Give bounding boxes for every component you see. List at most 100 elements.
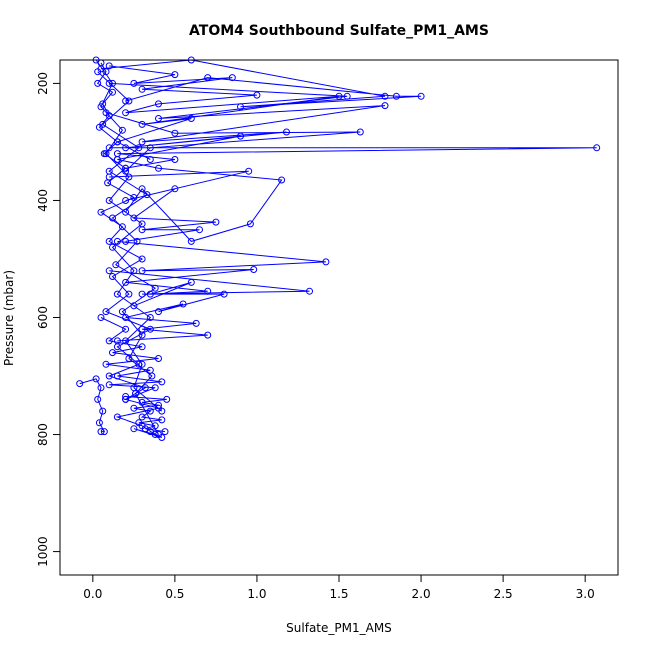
data-point xyxy=(381,92,389,100)
chart-title: ATOM4 Southbound Sulfate_PM1_AMS xyxy=(189,23,489,39)
data-point xyxy=(250,266,258,273)
data-point xyxy=(220,290,228,298)
data-point xyxy=(135,419,143,427)
data-point xyxy=(171,129,179,137)
data-point xyxy=(171,71,179,79)
data-point xyxy=(187,115,195,122)
x-tick-label: 1.0 xyxy=(247,587,266,601)
data-point xyxy=(122,325,130,333)
data-point xyxy=(306,287,313,295)
data-point xyxy=(125,355,133,362)
data-point xyxy=(138,255,146,263)
data-point xyxy=(113,413,121,421)
data-point xyxy=(105,197,113,204)
data-point xyxy=(122,393,130,400)
data-point xyxy=(102,308,110,316)
data-point xyxy=(125,97,133,105)
y-tick-label: 800 xyxy=(36,423,50,446)
data-point xyxy=(130,425,138,433)
x-axis-label: Sulfate_PM1_AMS xyxy=(286,621,392,635)
data-point xyxy=(141,425,149,433)
data-point xyxy=(135,144,143,152)
data-point xyxy=(113,337,121,345)
data-point xyxy=(146,428,154,436)
data-point xyxy=(94,395,102,403)
data-point xyxy=(95,419,103,427)
data-point xyxy=(245,167,253,175)
data-point xyxy=(138,331,146,339)
data-point xyxy=(158,407,166,415)
series-14 xyxy=(92,56,166,415)
data-point xyxy=(381,102,389,110)
series-9 xyxy=(113,237,330,310)
data-point xyxy=(146,407,154,415)
axes-layer: 0.0 0.5 1.0 1.5 2.0 2.5 3.0 200 400 600 800 1000 xyxy=(36,72,595,601)
data-point xyxy=(122,278,130,286)
data-point xyxy=(99,407,107,415)
series-line xyxy=(109,65,340,160)
data-point xyxy=(109,273,116,280)
data-point xyxy=(122,164,130,172)
data-point xyxy=(132,390,139,398)
data-point xyxy=(179,300,187,308)
data-point xyxy=(196,226,203,234)
data-point xyxy=(97,384,105,392)
data-point xyxy=(125,173,133,181)
data-point xyxy=(143,191,151,199)
data-point xyxy=(155,308,162,316)
data-point xyxy=(118,223,126,231)
data-point xyxy=(151,284,159,292)
data-point xyxy=(102,150,110,158)
series-line xyxy=(100,59,422,108)
data-point xyxy=(109,243,116,251)
data-point xyxy=(76,380,84,388)
data-point xyxy=(97,208,105,216)
data-point xyxy=(105,144,113,152)
data-point xyxy=(138,85,146,93)
data-point xyxy=(122,395,130,403)
series-line xyxy=(79,378,106,433)
data-point xyxy=(100,428,108,436)
data-point xyxy=(105,167,113,175)
data-point xyxy=(171,185,179,193)
data-point xyxy=(122,197,130,204)
x-tick-label: 2.5 xyxy=(494,587,513,601)
data-point xyxy=(122,109,130,117)
data-point xyxy=(102,360,110,368)
data-point xyxy=(105,267,113,275)
data-point xyxy=(343,92,351,100)
data-point xyxy=(118,126,126,134)
data-point xyxy=(155,431,162,438)
data-point xyxy=(187,237,195,245)
series-line xyxy=(109,147,597,169)
data-point xyxy=(253,91,261,99)
data-point xyxy=(138,220,146,228)
data-point xyxy=(278,176,286,184)
data-point xyxy=(105,62,113,70)
data-point xyxy=(122,237,130,245)
data-point xyxy=(105,337,113,345)
series-line xyxy=(117,159,283,242)
data-point xyxy=(161,428,169,436)
data-point xyxy=(192,319,200,327)
series-13 xyxy=(76,375,108,436)
data-point xyxy=(204,331,212,339)
data-point xyxy=(151,384,159,392)
data-point xyxy=(204,74,212,82)
data-point xyxy=(155,355,162,362)
y-tick-label: 600 xyxy=(36,306,50,329)
plot-frame xyxy=(59,59,619,576)
y-tick-label: 200 xyxy=(36,72,50,95)
data-point xyxy=(109,349,116,357)
data-point xyxy=(113,156,121,163)
data-point xyxy=(97,428,105,436)
x-tick-label: 3.0 xyxy=(576,587,595,601)
data-point xyxy=(125,290,133,298)
data-point xyxy=(97,314,105,321)
data-point xyxy=(155,115,162,122)
data-point xyxy=(102,109,110,117)
y-tick-label: 400 xyxy=(36,189,50,212)
y-tick-label: 1000 xyxy=(36,536,50,567)
